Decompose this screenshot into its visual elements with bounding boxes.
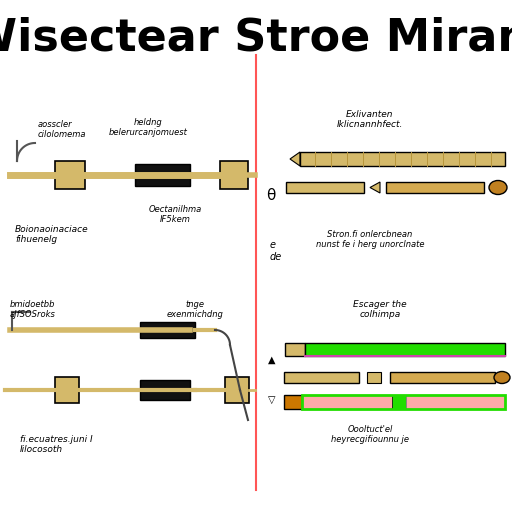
FancyBboxPatch shape [225,377,249,403]
Text: aosscler
cilolomema: aosscler cilolomema [38,120,87,139]
Text: e
de: e de [270,240,282,262]
Text: θ: θ [266,187,275,203]
FancyBboxPatch shape [406,395,505,409]
Text: ▽: ▽ [268,395,275,405]
FancyBboxPatch shape [55,161,85,189]
Text: Boionaoinaciace
fihuenelg: Boionaoinaciace fihuenelg [15,225,89,244]
Text: Oooltuct'el
heyrecgifiounnu je: Oooltuct'el heyrecgifiounnu je [331,425,409,444]
FancyBboxPatch shape [286,182,364,193]
Polygon shape [370,182,380,193]
Text: Oectanilhma
IF5kem: Oectanilhma IF5kem [148,205,202,224]
Text: Escager the
colhimpa: Escager the colhimpa [353,300,407,319]
FancyBboxPatch shape [140,322,195,338]
Text: tnge
exenmichdng: tnge exenmichdng [166,300,223,319]
FancyBboxPatch shape [386,182,484,193]
Text: ▲: ▲ [268,355,275,365]
Text: bmidoetbb
aJfSOSroks: bmidoetbb aJfSOSroks [10,300,56,319]
FancyBboxPatch shape [302,395,392,409]
FancyBboxPatch shape [284,372,359,383]
FancyBboxPatch shape [284,395,302,409]
FancyBboxPatch shape [300,152,505,166]
FancyBboxPatch shape [135,164,190,186]
Text: fi.ecuatres.juni I
Iilocosoth: fi.ecuatres.juni I Iilocosoth [20,435,93,455]
Ellipse shape [489,181,507,195]
Text: heldng
belerurcanjomuest: heldng belerurcanjomuest [109,118,187,137]
FancyBboxPatch shape [305,343,505,356]
FancyBboxPatch shape [220,161,248,189]
Text: Stron.fi onlercbnean
nunst fe i herg unorclnate: Stron.fi onlercbnean nunst fe i herg uno… [316,230,424,249]
FancyBboxPatch shape [140,380,190,400]
FancyBboxPatch shape [390,372,495,383]
FancyBboxPatch shape [392,395,406,409]
FancyBboxPatch shape [55,377,79,403]
FancyBboxPatch shape [285,343,305,356]
Text: Wisectear Stroe Miram: Wisectear Stroe Miram [0,16,512,59]
Ellipse shape [494,372,510,383]
Polygon shape [290,152,300,166]
FancyBboxPatch shape [367,372,381,383]
Text: Exlivanten
Iklicnannhfect.: Exlivanten Iklicnannhfect. [337,110,403,130]
